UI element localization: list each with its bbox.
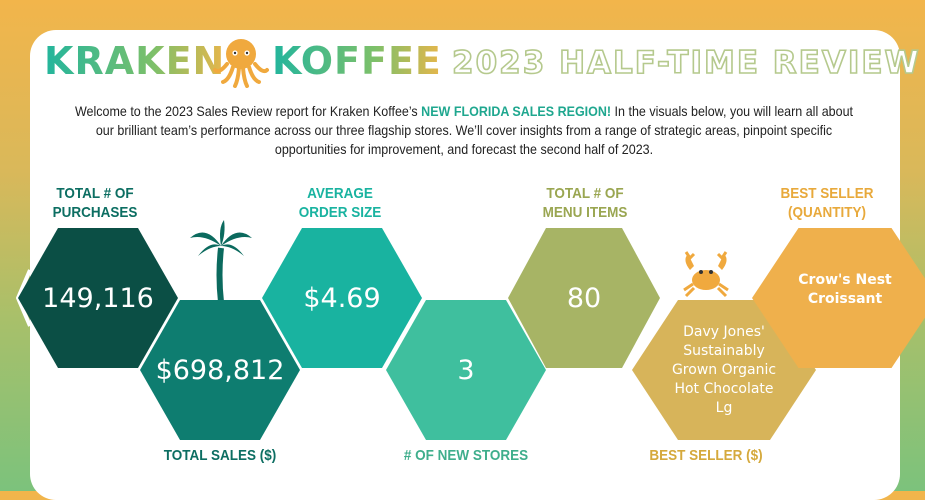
purchases-value: 149,116 [42, 282, 154, 314]
aos-label: AVERAGE ORDER SIZE [291, 184, 390, 222]
sales-value: $698,812 [155, 354, 285, 386]
best-seller-qty-value: Crow's Nest Croissant [798, 271, 891, 309]
best-seller-dollar-line3: Grown Organic [671, 361, 777, 378]
best-seller-dollar-line2: Sustainably [683, 342, 765, 359]
best-seller-dollar-value: Davy Jones' Sustainably Grown Organic Ho… [672, 323, 776, 418]
aos-label-line2: ORDER SIZE [298, 204, 382, 221]
best-seller-dollar-line4: Hot Chocolate [674, 380, 774, 397]
page-title: 2023 HALF-TIME REVIEW [451, 45, 921, 81]
best-seller-dollar-label: BEST SELLER ($) [649, 447, 763, 464]
best-seller-qty-label-line1: BEST SELLER [780, 185, 874, 202]
intro-text-2: In the visuals below, you will learn all… [95, 104, 854, 157]
brand-name-right: KOFFEE [272, 39, 442, 83]
aos-label-line1: AVERAGE [307, 185, 373, 202]
stores-value: 3 [457, 354, 475, 386]
best-seller-dollar-hexagon: Davy Jones' Sustainably Grown Organic Ho… [632, 300, 816, 440]
purchases-label: TOTAL # OF PURCHASES [46, 184, 145, 222]
best-seller-dollar-line1: Davy Jones' [683, 323, 765, 340]
menu-label-line2: MENU ITEMS [542, 204, 628, 221]
intro-paragraph: Welcome to the 2023 Sales Review report … [74, 102, 854, 159]
aos-value: $4.69 [303, 282, 381, 314]
best-seller-qty-label-line2: (QUANTITY) [788, 204, 866, 221]
menu-label: TOTAL # OF MENU ITEMS [536, 184, 635, 222]
best-seller-qty-line2: Croissant [807, 291, 883, 307]
intro-text-1: Welcome to the 2023 Sales Review report … [74, 104, 422, 119]
best-seller-qty-label: BEST SELLER (QUANTITY) [778, 184, 877, 222]
intro-highlight: NEW FLORIDA SALES REGION! [421, 104, 612, 119]
best-seller-dollar-line5: Lg [715, 399, 733, 416]
stores-label: # OF NEW STORES [403, 447, 529, 464]
purchases-label-line2: PURCHASES [52, 204, 138, 221]
menu-label-line1: TOTAL # OF [546, 185, 624, 202]
best-seller-qty-line1: Crow's Nest [798, 272, 892, 288]
brand-name-left: KRAKEN [44, 39, 226, 83]
octopus-icon [213, 39, 269, 88]
crab-icon [683, 251, 729, 298]
sales-label: TOTAL SALES ($) [163, 447, 277, 464]
menu-value: 80 [566, 282, 602, 314]
palm-tree-icon [190, 220, 252, 302]
purchases-label-line1: TOTAL # OF [56, 185, 134, 202]
